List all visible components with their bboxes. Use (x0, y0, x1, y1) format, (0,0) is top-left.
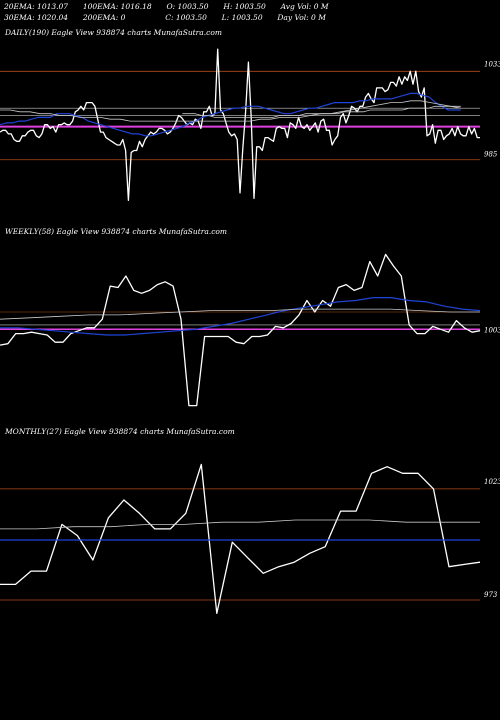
high-value: 1003.50 (234, 2, 266, 11)
daily-ema-line-3 (182, 105, 461, 118)
open-value: 1003.50 (177, 2, 209, 11)
low-value: 1003.50 (231, 13, 263, 22)
ema100-value: 1016.18 (120, 2, 152, 11)
monthly-panel-label: MONTHLY(27) Eagle View 938874 charts Mun… (5, 427, 235, 436)
daily-y-tick-bottom: 985 (484, 151, 498, 159)
monthly-y-tick-top: 1023 (484, 478, 500, 486)
daily-ema-line-1 (0, 92, 461, 137)
daily-ema-line-2 (0, 100, 461, 122)
ema20-label: 20EMA: (4, 2, 35, 11)
weekly-y-tick: 1003 (484, 326, 500, 334)
daily-price-line (0, 48, 480, 201)
close-value: 1003.50 (175, 13, 207, 22)
ema20-value: 1013.07 (37, 2, 69, 11)
close-label: C: (165, 13, 174, 22)
day-vol-value: 0 M (311, 13, 326, 22)
daily-panel-label: DAILY(190) Eagle View 938874 charts Muna… (5, 28, 222, 37)
ema30-label: 30EMA: (4, 13, 35, 22)
weekly-ema-line-2 (0, 308, 480, 320)
ema200-value: 0 (120, 13, 126, 22)
day-vol-label: Day Vol: (277, 13, 309, 22)
monthly-price-line (0, 463, 481, 614)
weekly-panel-label: WEEKLY(58) Eagle View 938874 charts Muna… (5, 227, 228, 236)
ema200-label: 200EMA: (82, 13, 119, 22)
avg-vol-label: Avg Vol: (280, 2, 312, 11)
high-label: H: (223, 2, 233, 11)
monthly-y-tick-bottom: 973 (484, 591, 498, 599)
low-label: L: (221, 13, 230, 22)
daily-y-tick-top: 1033 (484, 60, 500, 68)
monthly-ema-line-2 (0, 519, 480, 530)
header-row-1: 20EMA: 1013.07 100EMA: 1016.18 O: 1003.5… (4, 2, 329, 11)
ema30-value: 1020.04 (37, 13, 69, 22)
avg-vol-value: 0 M (313, 2, 329, 11)
open-label: O: (166, 2, 176, 11)
weekly-price-line (0, 253, 481, 407)
ema100-label: 100EMA: (82, 2, 119, 11)
header-row-2: 30EMA: 1020.04 200EMA: 0 C: 1003.50 L: 1… (4, 13, 326, 22)
weekly-ema-line-1 (0, 297, 481, 336)
